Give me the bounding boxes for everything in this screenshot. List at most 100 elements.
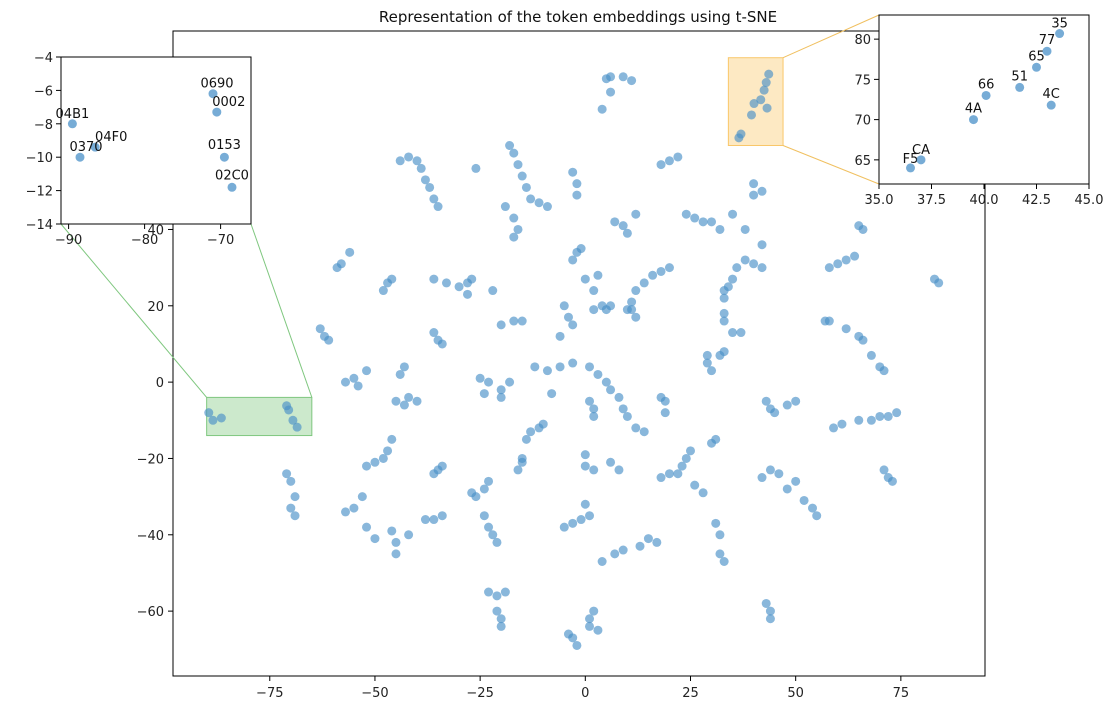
- data-point: [866, 350, 876, 360]
- inset-point: [969, 115, 978, 125]
- main-plot-frame: [172, 30, 986, 677]
- data-point: [463, 289, 473, 299]
- inset-point: [981, 90, 991, 100]
- inset-x-tick-label: 42.5: [1022, 193, 1051, 208]
- x-tick-label: 50: [787, 686, 804, 701]
- data-point: [618, 72, 628, 82]
- data-point: [509, 213, 519, 223]
- y-tick-label: −60: [137, 605, 164, 620]
- data-point: [762, 103, 772, 113]
- data-point: [357, 492, 367, 502]
- data-point: [740, 224, 750, 234]
- inset-point: [227, 182, 237, 192]
- data-point: [664, 469, 674, 479]
- data-point: [500, 202, 510, 212]
- data-point: [664, 263, 674, 273]
- data-point: [589, 404, 599, 414]
- data-point: [433, 202, 443, 212]
- data-point: [622, 411, 632, 421]
- data-point: [719, 557, 729, 567]
- data-point: [707, 217, 717, 227]
- data-point: [618, 221, 628, 231]
- data-point: [719, 347, 729, 357]
- data-point: [711, 434, 721, 444]
- data-point: [425, 182, 435, 192]
- inset-y-tick-label: 65: [854, 154, 871, 169]
- data-point: [631, 286, 641, 296]
- data-point: [204, 408, 214, 418]
- data-point: [631, 312, 641, 322]
- inset-point: [1042, 46, 1052, 56]
- data-point: [362, 461, 372, 471]
- data-point: [387, 274, 397, 284]
- data-point: [761, 396, 771, 406]
- data-point: [631, 423, 641, 433]
- data-point: [484, 522, 494, 532]
- data-point: [580, 274, 590, 284]
- data-point: [757, 186, 767, 196]
- data-point: [517, 457, 527, 467]
- inset-point: [75, 152, 85, 162]
- data-point: [580, 499, 590, 509]
- data-point: [589, 286, 599, 296]
- data-point: [597, 557, 607, 567]
- inset-frame: [60, 56, 252, 225]
- inset-x-tick-label: 45.0: [1075, 193, 1104, 208]
- x-tick-label: 25: [682, 686, 699, 701]
- data-point: [702, 358, 712, 368]
- data-point: [622, 228, 632, 238]
- data-point: [698, 217, 708, 227]
- data-point: [782, 400, 792, 410]
- data-point: [559, 522, 569, 532]
- data-point: [429, 515, 439, 525]
- data-point: [829, 423, 839, 433]
- data-point: [757, 240, 767, 250]
- data-point: [513, 224, 523, 234]
- data-point: [479, 484, 489, 494]
- data-point: [370, 534, 380, 544]
- data-point: [597, 104, 607, 114]
- data-point: [740, 255, 750, 265]
- y-tick-label: 20: [147, 300, 164, 315]
- data-point: [698, 488, 708, 498]
- data-point: [690, 480, 700, 490]
- data-point: [412, 396, 422, 406]
- data-point: [887, 476, 897, 486]
- inset-point: [1046, 100, 1056, 110]
- data-point: [315, 324, 325, 334]
- data-point: [673, 152, 683, 162]
- inset-y-tick-label: −14: [26, 218, 53, 233]
- data-point: [391, 537, 401, 547]
- inset-x-tick-label: 37.5: [917, 193, 946, 208]
- inset-point: [916, 155, 926, 165]
- data-point: [841, 324, 851, 334]
- x-tick-label: 0: [581, 686, 589, 701]
- connector-line: [782, 14, 880, 59]
- data-point: [496, 385, 506, 395]
- data-point: [648, 270, 658, 280]
- inset-x-tick-label: −70: [207, 233, 234, 248]
- inset-frame: [878, 14, 1090, 185]
- data-point: [362, 522, 372, 532]
- data-point: [420, 175, 430, 185]
- data-point: [728, 274, 738, 284]
- data-point: [509, 316, 519, 326]
- data-point: [580, 461, 590, 471]
- data-point: [749, 179, 759, 189]
- data-point: [883, 411, 893, 421]
- data-point: [568, 320, 578, 330]
- data-point: [572, 179, 582, 189]
- data-point: [454, 282, 464, 292]
- data-point: [765, 465, 775, 475]
- y-tick-label: 0: [156, 376, 164, 391]
- data-point: [736, 328, 746, 338]
- data-point: [765, 606, 775, 616]
- data-point: [563, 312, 573, 322]
- data-point: [383, 446, 393, 456]
- data-point: [627, 305, 637, 315]
- data-point: [521, 434, 531, 444]
- data-point: [538, 419, 548, 429]
- data-point: [601, 377, 611, 387]
- data-point: [685, 446, 695, 456]
- zoom-connector-lines: [60, 14, 880, 398]
